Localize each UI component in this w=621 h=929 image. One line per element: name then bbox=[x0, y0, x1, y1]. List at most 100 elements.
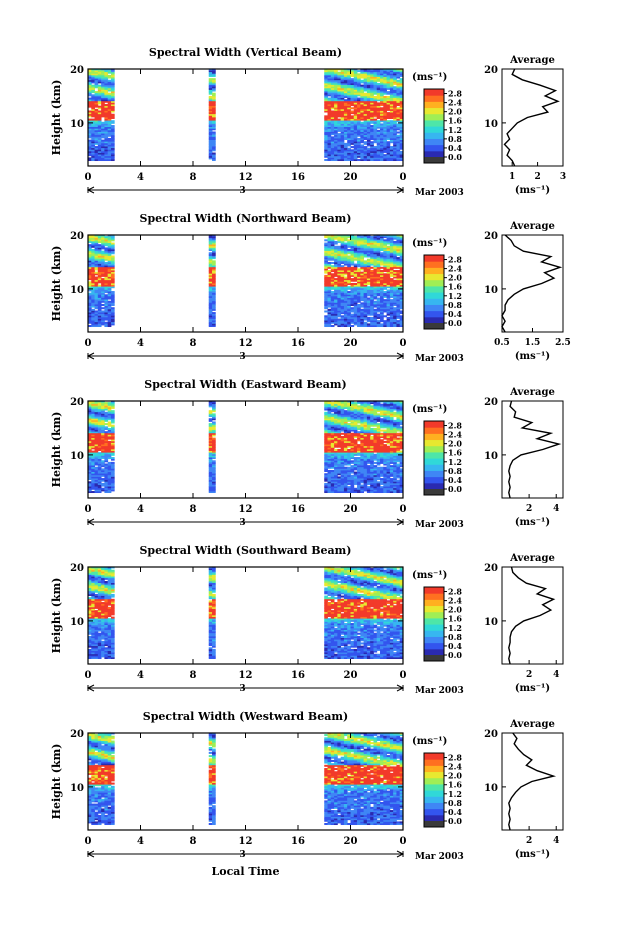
heatmap-cell bbox=[334, 486, 338, 489]
heatmap-cell bbox=[212, 424, 216, 427]
heatmap-cell bbox=[366, 73, 371, 76]
heatmap-cell bbox=[101, 489, 105, 492]
heatmap-cell bbox=[110, 429, 115, 432]
heatmap-cell bbox=[110, 315, 115, 318]
heatmap-cell bbox=[347, 257, 351, 260]
heatmap-cell bbox=[353, 276, 358, 279]
heatmap-cell bbox=[97, 403, 102, 406]
heatmap-cell bbox=[208, 434, 213, 437]
heatmap-cell bbox=[383, 295, 387, 298]
heatmap-cell bbox=[101, 150, 105, 153]
heatmap-cell bbox=[350, 432, 355, 435]
heatmap-cell bbox=[88, 416, 92, 419]
heatmap-cell bbox=[88, 281, 92, 284]
heatmap-cell bbox=[380, 123, 384, 126]
heatmap-cell bbox=[337, 149, 342, 152]
heatmap-cell bbox=[373, 291, 378, 294]
heatmap-cell bbox=[360, 104, 365, 107]
heatmap-cell bbox=[343, 482, 348, 485]
heatmap-cell bbox=[110, 461, 115, 464]
heatmap-cell bbox=[104, 278, 109, 281]
heatmap-cell bbox=[363, 158, 368, 162]
heatmap-cell bbox=[373, 120, 378, 123]
heatmap-cell bbox=[343, 445, 348, 448]
heatmap-cell bbox=[337, 266, 342, 269]
heatmap-cell bbox=[324, 418, 328, 421]
heatmap-cell bbox=[334, 89, 338, 92]
heatmap-cell bbox=[94, 482, 99, 485]
heatmap-cell bbox=[376, 71, 381, 74]
heatmap-cell bbox=[357, 115, 361, 118]
heatmap-cell bbox=[107, 473, 112, 476]
heatmap-cell bbox=[340, 406, 345, 409]
heatmap-cell bbox=[340, 73, 345, 76]
heatmap-cell bbox=[357, 469, 361, 472]
heatmap-cell bbox=[360, 479, 365, 482]
heatmap-cell bbox=[94, 471, 99, 474]
heatmap-cell bbox=[347, 270, 351, 273]
colorbar-tick-label: 0.0 bbox=[448, 318, 462, 328]
heatmap-cell bbox=[212, 291, 216, 294]
heatmap-cell bbox=[389, 91, 394, 94]
heatmap-cell bbox=[107, 287, 112, 290]
heatmap-cell bbox=[324, 416, 328, 419]
heatmap-cell bbox=[330, 466, 335, 469]
heatmap-cell bbox=[340, 91, 345, 94]
heatmap-cell bbox=[393, 303, 397, 306]
heatmap-cell bbox=[104, 81, 109, 84]
heatmap-cell bbox=[363, 279, 368, 282]
heatmap-cell bbox=[324, 89, 328, 92]
heatmap-cell bbox=[360, 81, 365, 84]
heatmap-cell bbox=[97, 421, 102, 424]
heatmap-cell bbox=[383, 86, 387, 89]
heatmap-cell bbox=[386, 95, 391, 98]
heatmap-cell bbox=[104, 294, 109, 297]
heatmap-cell bbox=[94, 133, 99, 136]
heatmap-cell bbox=[334, 149, 338, 152]
heatmap-cell bbox=[343, 142, 348, 145]
heatmap-cell bbox=[360, 240, 365, 243]
heatmap-cell bbox=[389, 102, 394, 105]
heatmap-cell bbox=[373, 257, 378, 260]
heatmap-cell bbox=[393, 146, 397, 149]
heatmap-cell bbox=[340, 258, 345, 261]
heatmap-cell bbox=[340, 424, 345, 427]
heatmap-cell bbox=[327, 271, 332, 274]
heatmap-cell bbox=[107, 408, 112, 411]
heatmap-cell bbox=[383, 149, 387, 152]
heatmap-cell bbox=[104, 134, 109, 137]
heatmap-cell bbox=[97, 431, 102, 434]
heatmap-cell bbox=[337, 107, 342, 110]
heatmap-cell bbox=[360, 108, 365, 111]
heatmap-cell bbox=[94, 431, 99, 434]
heatmap-cell bbox=[208, 258, 213, 261]
heatmap-cell bbox=[101, 144, 105, 147]
heatmap-cell bbox=[360, 134, 365, 137]
heatmap-cell bbox=[389, 289, 394, 292]
heatmap-cell bbox=[324, 426, 328, 429]
heatmap-cell bbox=[363, 97, 368, 100]
heatmap-cell bbox=[91, 271, 95, 274]
heatmap-cell bbox=[330, 268, 335, 271]
heatmap-cell bbox=[380, 146, 384, 149]
heatmap-cell bbox=[366, 247, 371, 250]
heatmap-cell bbox=[389, 73, 394, 76]
heatmap-cell bbox=[386, 91, 391, 94]
heatmap-cell bbox=[324, 320, 328, 323]
heatmap-cell bbox=[360, 245, 365, 248]
heatmap-cell bbox=[396, 247, 401, 250]
heatmap-cell bbox=[366, 104, 371, 107]
heatmap-cell bbox=[340, 245, 345, 248]
heatmap-cell bbox=[330, 142, 335, 145]
heatmap-cell bbox=[110, 427, 115, 430]
heatmap-cell bbox=[97, 479, 102, 482]
heatmap-cell bbox=[212, 255, 216, 258]
heatmap-cell bbox=[343, 455, 348, 458]
heatmap-cell bbox=[340, 447, 345, 450]
heatmap-cell bbox=[376, 144, 381, 147]
heatmap-cell bbox=[360, 139, 365, 142]
heatmap-cell bbox=[324, 120, 328, 123]
heatmap-cell bbox=[101, 133, 105, 136]
heatmap-cell bbox=[399, 244, 404, 247]
heatmap-cell bbox=[334, 76, 338, 79]
